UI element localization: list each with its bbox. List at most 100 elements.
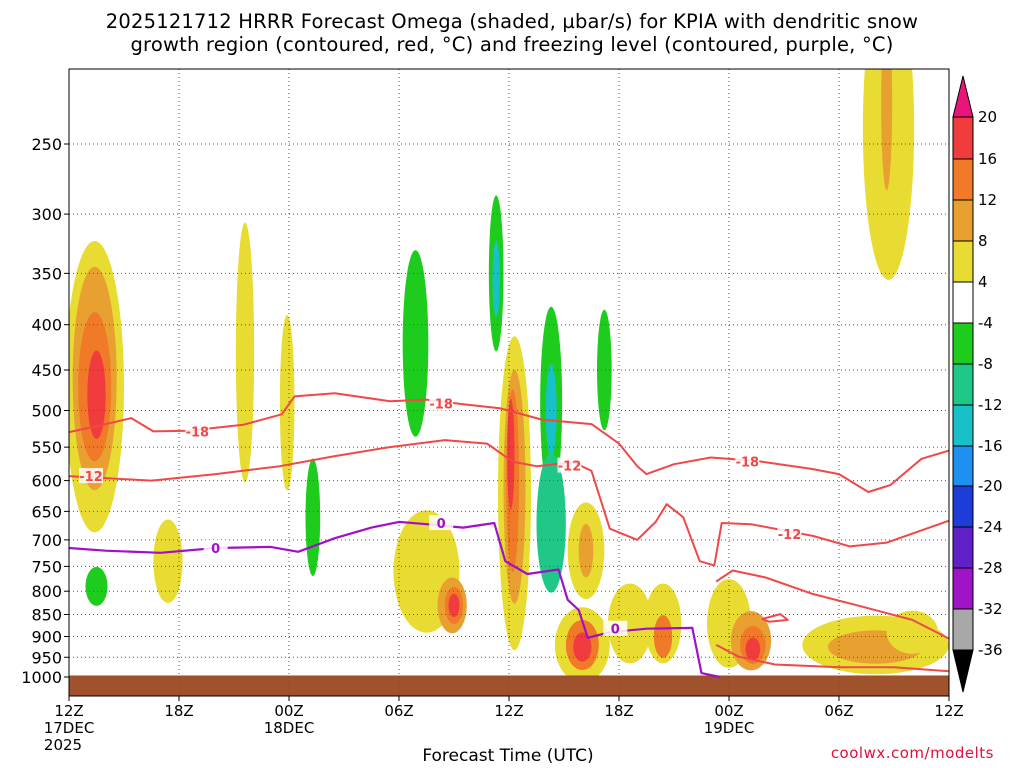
- x-tick-date: 18DEC: [264, 719, 315, 737]
- omega-region-11: [305, 458, 321, 576]
- contour-label-bg: [185, 423, 210, 439]
- colorbar-band: [952, 281, 974, 324]
- contour-label: 0: [211, 542, 220, 557]
- chart-title-line-2: growth region (contoured, red, °C) and f…: [130, 33, 894, 56]
- contour-label: -18: [736, 456, 760, 471]
- axes-layer: 250 300 350 400 450 500 550 600 650 700 750 800 850 9…: [21, 135, 963, 754]
- omega-region-45: [804, 494, 874, 649]
- omega-region-3: [87, 350, 106, 440]
- omega-region-5: [85, 566, 108, 606]
- omega-region-28: [536, 453, 566, 593]
- y-tick-label: 400: [31, 316, 62, 335]
- colorbar-label: -32: [978, 600, 1003, 618]
- x-tick-label: 12Z: [494, 702, 523, 720]
- colorbar-band: [952, 199, 974, 242]
- y-tick-label: 800: [31, 582, 62, 601]
- colorbar-band: [952, 322, 974, 365]
- contour-label-bg: [777, 525, 802, 541]
- colorbar-band: [952, 608, 974, 651]
- colorbar-label: 16: [978, 150, 997, 168]
- colorbar-band: [952, 363, 974, 406]
- y-tick-label: 700: [31, 531, 62, 550]
- isotherm--12C_lower: [715, 569, 949, 640]
- omega-region-20: [492, 240, 500, 317]
- chart-title-line-1: 2025121712 HRRR Forecast Omega (shaded, …: [105, 10, 919, 33]
- omega-shading-layer: [69, 69, 949, 683]
- y-tick-label: 950: [31, 648, 62, 667]
- colorbar-band: [952, 445, 974, 487]
- colorbar-band: [952, 404, 974, 447]
- x-tick-label: 12Z: [54, 702, 83, 720]
- omega-region-32: [578, 523, 594, 578]
- colorbar-label: -24: [978, 518, 1003, 536]
- y-tick-label: 600: [31, 472, 62, 491]
- x-tick-label: 06Z: [824, 702, 853, 720]
- y-tick-label: 750: [31, 557, 62, 576]
- omega-region-49: [881, 69, 893, 191]
- colorbar-band-bottom: [952, 649, 974, 693]
- contour-line-layer: -18 -18 -18 -12 -12 -12 0 0 0: [69, 392, 949, 679]
- contour-label: -12: [558, 460, 582, 475]
- y-tick-label: 850: [31, 606, 62, 625]
- colorbar-label: -36: [978, 641, 1003, 659]
- contour-label: -18: [429, 398, 453, 413]
- omega-region-30: [597, 309, 612, 431]
- colorbar-band: [952, 240, 974, 283]
- omega-region-46: [829, 319, 841, 438]
- contour-label-bg: [429, 395, 454, 411]
- x-tick-label: 00Z: [714, 702, 743, 720]
- isotherm--12C_loop: [761, 613, 789, 623]
- x-axis-label: Forecast Time (UTC): [422, 746, 594, 766]
- x-tick-label: 00Z: [274, 702, 303, 720]
- colorbar-label: -4: [978, 314, 993, 332]
- omega-region-35: [573, 632, 592, 662]
- contour-label-bg: [429, 515, 454, 531]
- contour-label-bg: [735, 453, 760, 469]
- omega-region-36: [608, 583, 652, 664]
- contour-label-bg: [557, 457, 582, 473]
- omega-region-44: [745, 637, 761, 661]
- contour-label: 0: [611, 623, 620, 638]
- omega-region-27: [545, 364, 557, 457]
- colorbar-band: [952, 526, 974, 569]
- contour-label: -12: [778, 528, 802, 543]
- colorbar-label: -8: [978, 355, 993, 373]
- y-tick-label: 250: [31, 135, 62, 154]
- x-tick-label: 18Z: [164, 702, 193, 720]
- y-tick-label: 550: [31, 438, 62, 457]
- y-tick-label: 350: [31, 264, 62, 283]
- contour-label-bg: [79, 468, 103, 484]
- omega-region-52: [886, 610, 938, 654]
- y-tick-label: 500: [31, 402, 62, 421]
- source-credit: coolwx.com/modelts: [830, 744, 994, 762]
- colorbar-band: [952, 116, 974, 160]
- colorbar-band-top: [952, 75, 974, 118]
- contour-label-bg: [603, 620, 628, 636]
- colorbar-label: -12: [978, 396, 1003, 414]
- x-tick-year: 2025: [44, 736, 82, 754]
- colorbar-label: 20: [978, 108, 997, 126]
- contour-label: 0: [437, 517, 446, 532]
- x-tick-date: 19DEC: [704, 719, 755, 737]
- colorbar-band: [952, 158, 974, 201]
- omega-region-13: [402, 250, 429, 437]
- contour-label-bg: [203, 540, 228, 556]
- colorbar: 20 16 12 8 4 -4 -8 -12 -16 -20 -24 -28 -32 -36: [952, 75, 1003, 693]
- colorbar-label: 4: [978, 273, 988, 291]
- omega-region-24: [507, 398, 515, 510]
- omega-region-39: [639, 333, 651, 503]
- isotherm--12C_surface: [715, 644, 949, 673]
- colorbar-label: 8: [978, 232, 988, 250]
- colorbar-label: -28: [978, 559, 1003, 577]
- x-tick-label: 06Z: [384, 702, 413, 720]
- isotherm--12C: [69, 439, 949, 567]
- omega-region-6: [153, 519, 183, 603]
- omega-region-38: [653, 615, 673, 658]
- colorbar-band: [952, 485, 974, 528]
- contour-label: -12: [79, 470, 103, 485]
- colorbar-label: -20: [978, 477, 1003, 495]
- x-tick-label: 12Z: [934, 702, 963, 720]
- x-tick-date: 17DEC: [44, 719, 95, 737]
- y-tick-label: 900: [31, 627, 62, 646]
